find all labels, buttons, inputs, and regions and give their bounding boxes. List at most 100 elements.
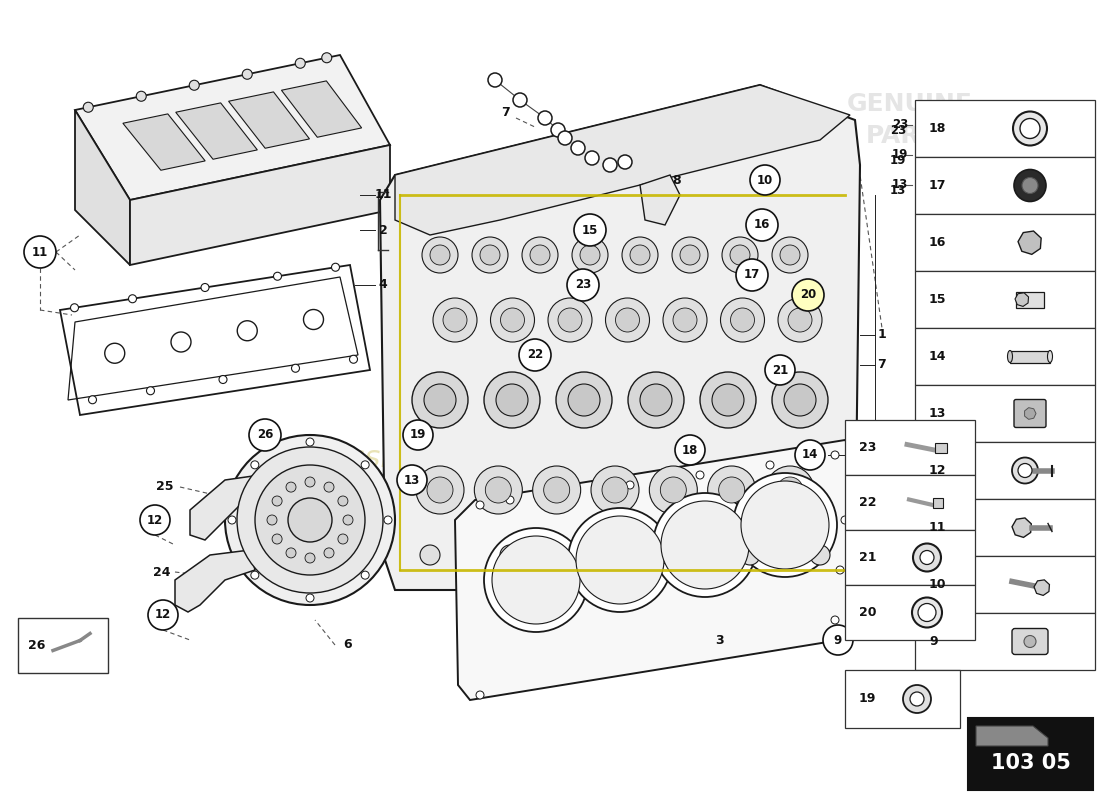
Text: 2: 2 [378,223,387,237]
Circle shape [580,245,600,265]
Polygon shape [130,145,390,265]
Circle shape [810,545,830,565]
Polygon shape [75,55,390,200]
Circle shape [238,321,257,341]
Ellipse shape [1047,350,1053,362]
Text: 103 05: 103 05 [991,753,1070,773]
Circle shape [424,384,456,416]
Bar [1016,291,1044,307]
Bar [915,214,1094,271]
Circle shape [626,481,634,489]
Circle shape [506,496,514,504]
Circle shape [766,461,774,469]
Circle shape [777,477,803,503]
Circle shape [795,440,825,470]
Circle shape [496,384,528,416]
Text: 3: 3 [716,634,724,646]
Text: 7: 7 [878,358,887,371]
Circle shape [304,310,323,330]
Circle shape [532,466,581,514]
Circle shape [630,245,650,265]
Polygon shape [455,440,860,700]
Text: 14: 14 [802,449,818,462]
Circle shape [492,536,580,624]
Text: 21: 21 [859,551,877,564]
Circle shape [707,466,756,514]
Text: 13: 13 [930,407,946,420]
Circle shape [295,58,306,68]
Text: 9: 9 [834,634,843,646]
Circle shape [730,245,750,265]
Circle shape [591,466,639,514]
Circle shape [343,515,353,525]
Polygon shape [379,85,860,590]
Circle shape [226,435,395,605]
Polygon shape [75,110,130,265]
Polygon shape [282,81,362,138]
Circle shape [474,466,522,514]
Circle shape [472,237,508,273]
Text: 22: 22 [859,496,877,509]
Polygon shape [1034,580,1049,595]
Circle shape [566,269,600,301]
Circle shape [84,102,94,112]
Circle shape [24,236,56,268]
Circle shape [572,237,608,273]
Circle shape [272,534,282,544]
Circle shape [420,545,440,565]
Circle shape [251,571,258,579]
Circle shape [602,477,628,503]
Circle shape [88,396,97,404]
Circle shape [836,566,844,574]
Text: 14: 14 [930,350,946,363]
Text: 12: 12 [930,464,946,477]
Circle shape [733,473,837,577]
Circle shape [621,237,658,273]
Polygon shape [190,475,265,540]
Circle shape [628,372,684,428]
Circle shape [338,534,348,544]
Circle shape [201,283,209,291]
Circle shape [580,545,600,565]
Circle shape [551,123,565,137]
Circle shape [556,372,612,428]
Text: 13: 13 [890,183,906,197]
Text: 10: 10 [757,174,773,186]
Bar [845,475,975,530]
Text: 15: 15 [930,293,946,306]
Circle shape [830,451,839,459]
Circle shape [660,545,680,565]
Circle shape [823,625,852,655]
Text: 20: 20 [859,606,877,619]
Text: 13: 13 [404,474,420,486]
Circle shape [792,279,824,311]
Circle shape [286,548,296,558]
Circle shape [249,419,280,451]
Circle shape [653,493,757,597]
Circle shape [306,438,313,446]
Text: 24: 24 [153,566,170,578]
Bar [915,271,1094,328]
Text: 23: 23 [890,123,906,137]
Text: 12: 12 [147,514,163,526]
Circle shape [70,304,78,312]
Circle shape [430,245,450,265]
Bar [1010,350,1050,362]
Text: 23: 23 [892,118,909,131]
Circle shape [251,461,258,469]
Text: 8: 8 [673,174,681,186]
Text: 5: 5 [883,523,892,537]
Circle shape [543,477,570,503]
Text: 16: 16 [754,218,770,231]
Circle shape [476,691,484,699]
Circle shape [484,372,540,428]
Polygon shape [1024,408,1036,419]
Circle shape [680,245,700,265]
Circle shape [712,384,744,416]
Circle shape [568,508,672,612]
Circle shape [272,496,282,506]
Circle shape [616,308,639,332]
Circle shape [146,386,154,394]
Bar [915,328,1094,385]
Circle shape [397,465,427,495]
